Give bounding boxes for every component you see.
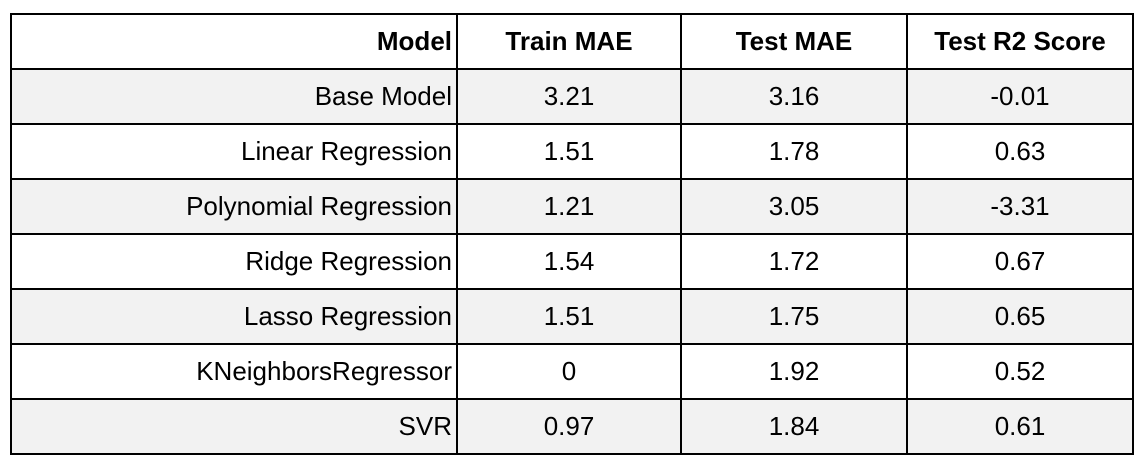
header-train-mae: Train MAE xyxy=(456,13,682,70)
cell-test-r2-score: 0.52 xyxy=(906,343,1134,400)
cell-train-mae: 0.97 xyxy=(456,398,682,455)
table-row: Polynomial Regression 1.21 3.05 -3.31 xyxy=(10,178,1134,235)
cell-test-mae: 1.75 xyxy=(680,288,908,345)
cell-test-r2-score: 0.65 xyxy=(906,288,1134,345)
header-test-r2-score: Test R2 Score xyxy=(906,13,1134,70)
table-row: SVR 0.97 1.84 0.61 xyxy=(10,398,1134,455)
header-model: Model xyxy=(10,13,458,70)
cell-train-mae: 1.21 xyxy=(456,178,682,235)
cell-test-mae: 1.84 xyxy=(680,398,908,455)
cell-model: SVR xyxy=(10,398,458,455)
model-results-table: Model Train MAE Test MAE Test R2 Score B… xyxy=(10,13,1134,455)
cell-test-mae: 1.78 xyxy=(680,123,908,180)
cell-test-mae: 3.16 xyxy=(680,68,908,125)
table-row: Lasso Regression 1.51 1.75 0.65 xyxy=(10,288,1134,345)
table-header-row: Model Train MAE Test MAE Test R2 Score xyxy=(10,13,1134,70)
cell-test-r2-score: -3.31 xyxy=(906,178,1134,235)
table-row: Base Model 3.21 3.16 -0.01 xyxy=(10,68,1134,125)
cell-train-mae: 1.54 xyxy=(456,233,682,290)
header-test-mae: Test MAE xyxy=(680,13,908,70)
cell-model: Polynomial Regression xyxy=(10,178,458,235)
cell-model: Base Model xyxy=(10,68,458,125)
cell-model: Ridge Regression xyxy=(10,233,458,290)
cell-model: KNeighborsRegressor xyxy=(10,343,458,400)
cell-train-mae: 1.51 xyxy=(456,123,682,180)
cell-test-mae: 1.92 xyxy=(680,343,908,400)
cell-test-r2-score: -0.01 xyxy=(906,68,1134,125)
table-row: Linear Regression 1.51 1.78 0.63 xyxy=(10,123,1134,180)
cell-train-mae: 0 xyxy=(456,343,682,400)
cell-test-r2-score: 0.67 xyxy=(906,233,1134,290)
cell-train-mae: 1.51 xyxy=(456,288,682,345)
results-table-container: Model Train MAE Test MAE Test R2 Score B… xyxy=(10,13,1134,455)
cell-test-r2-score: 0.61 xyxy=(906,398,1134,455)
table-row: Ridge Regression 1.54 1.72 0.67 xyxy=(10,233,1134,290)
cell-test-mae: 3.05 xyxy=(680,178,908,235)
cell-model: Lasso Regression xyxy=(10,288,458,345)
cell-train-mae: 3.21 xyxy=(456,68,682,125)
cell-model: Linear Regression xyxy=(10,123,458,180)
table-row: KNeighborsRegressor 0 1.92 0.52 xyxy=(10,343,1134,400)
cell-test-r2-score: 0.63 xyxy=(906,123,1134,180)
cell-test-mae: 1.72 xyxy=(680,233,908,290)
